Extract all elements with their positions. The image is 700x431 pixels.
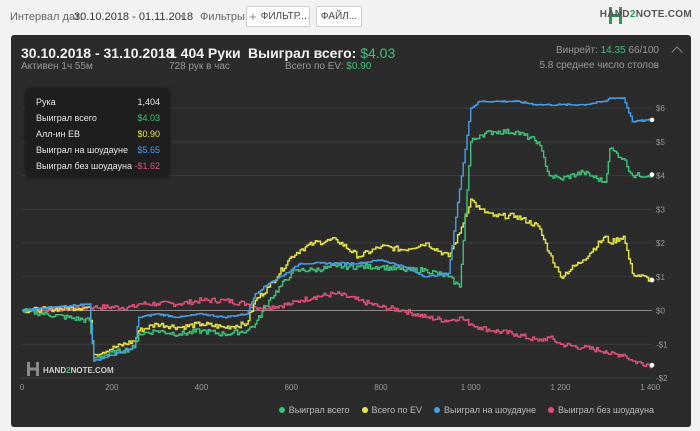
filter-button[interactable]: + ФИЛЬТР... [246,6,310,27]
legend-item[interactable]: Выиграл всего [278,405,350,415]
legend-dot-icon [548,407,554,413]
ev-total: Всего по EV: $0.90 [285,61,371,72]
series-end-dot [649,362,655,368]
legend-item[interactable]: Всего по EV [361,405,423,415]
tooltip-row-value: $5.65 [137,145,160,155]
legend-label: Выиграл на шоудауне [444,405,536,415]
y-tick-label: $0 [656,307,665,316]
legend-item[interactable]: Выиграл на шоудауне [434,405,536,415]
legend-item[interactable]: Выиграл без шоудауна [548,405,654,415]
y-tick-label: $2 [656,239,665,248]
ev-total-label: Всего по EV: [285,61,344,72]
hand2note-logo-icon [609,7,622,24]
winrate-block: Винрейт: 14.35 66/100 5.8 среднее число … [539,45,659,71]
legend-dot-icon [434,407,441,413]
watermark-text: HAND2NOTE.COM [43,366,114,375]
session-date-range: 30.10.2018 - 31.10.2018 [21,45,174,61]
tooltip-row: Выиграл на шоудауне $5.65 [36,145,160,159]
date-range-label: Интервал дат: [10,11,83,23]
winrate-rest: 66/100 [628,45,659,56]
avg-tables: 5.8 среднее число столов [539,60,659,71]
date-range-select[interactable]: 30.10.2018 - 01.11.2018 [74,11,194,23]
legend-label: Всего по EV [371,405,423,415]
winrate-value: 14.35 [600,45,626,56]
brand-logo-text: HAND2NOTE.COM [599,9,692,20]
file-button[interactable]: ФАЙЛ... [316,6,362,27]
chart-series [22,97,653,369]
tooltip-row-label: Рука [36,97,56,107]
series-end-dot [649,277,655,283]
x-tick-label: 200 [105,383,119,392]
x-tick-label: 1 000 [461,383,482,392]
chart-tooltip: Рука 1,404 Выиграл всего $4.03 Алл-ин EB $0.9… [26,89,169,177]
legend-dot-icon [361,407,368,413]
series-end-markers [649,117,655,368]
y-axis-ticks: -$2 -$1 $0 $1 $2 $3 $4 $5 $6 [656,104,668,383]
hand2note-watermark: HAND2NOTE.COM [27,362,114,376]
y-tick-label: -$1 [656,340,668,349]
tooltip-row: Рука 1,404 [36,97,160,111]
x-tick-label: 400 [195,383,209,392]
tooltip-row: Выиграл всего $4.03 [36,113,160,127]
won-total-label: Выиграл всего: [248,45,357,61]
hands-per-hour: 728 рук в час [169,61,230,72]
x-tick-label: 1 200 [550,383,571,392]
x-tick-label: 1 400 [640,383,661,392]
tooltip-row-label: Выиграл всего [36,113,97,123]
tooltip-row-value: $4.03 [137,113,160,123]
series-end-dot [649,117,655,123]
x-tick-label: 0 [20,383,25,392]
series-line [22,128,653,359]
plus-icon: + [249,9,257,24]
hands-count: 1 404 Руки [169,45,241,61]
legend-label: Выиграл всего [288,405,350,415]
tooltip-row-label: Алл-ин EB [36,129,81,139]
chevron-down-icon[interactable] [180,15,186,19]
ev-total-value: $0.90 [346,61,372,72]
filters-label: Фильтры: [200,11,248,23]
x-tick-label: 600 [285,383,299,392]
file-button-label: ФАЙЛ... [320,11,358,22]
y-tick-label: $3 [656,205,665,214]
y-tick-label: $6 [656,104,665,113]
session-active-time: Активен 1ч 55м [21,61,93,72]
tooltip-row-value: $0.90 [137,129,160,139]
x-tick-label: 800 [374,383,388,392]
series-line [22,291,653,369]
chart-legend: Выиграл всего Всего по EV Выиграл на шоуда… [278,405,654,415]
y-tick-label: $4 [656,172,665,181]
tooltip-row: Выиграл без шоудауна -$1.62 [36,161,160,175]
y-tick-label: $5 [656,138,665,147]
winrate-label: Винрейт: [555,45,598,56]
x-axis-ticks: 0 200 400 600 800 1 000 1 200 1 400 [20,383,661,392]
toolbar: Интервал дат: 30.10.2018 - 01.11.2018 Фи… [0,0,700,34]
tooltip-row-label: Выиграл на шоудауне [36,145,128,155]
won-total: Выиграл всего: $4.03 [248,45,395,61]
series-line [22,97,653,362]
tooltip-row-value: 1,404 [137,97,160,107]
filter-button-label: ФИЛЬТР... [260,11,307,22]
tooltip-row-value: -$1.62 [134,161,160,171]
tooltip-row-label: Выиграл без шоудауна [36,161,132,171]
won-total-value: $4.03 [360,45,396,61]
y-tick-label: -$2 [656,374,668,383]
series-end-dot [649,172,655,177]
tooltip-row: Алл-ин EB $0.90 [36,129,160,143]
legend-dot-icon [278,407,285,413]
legend-label: Выиграл без шоудауна [558,405,654,415]
series-line [22,198,653,357]
y-tick-label: $1 [656,273,665,282]
